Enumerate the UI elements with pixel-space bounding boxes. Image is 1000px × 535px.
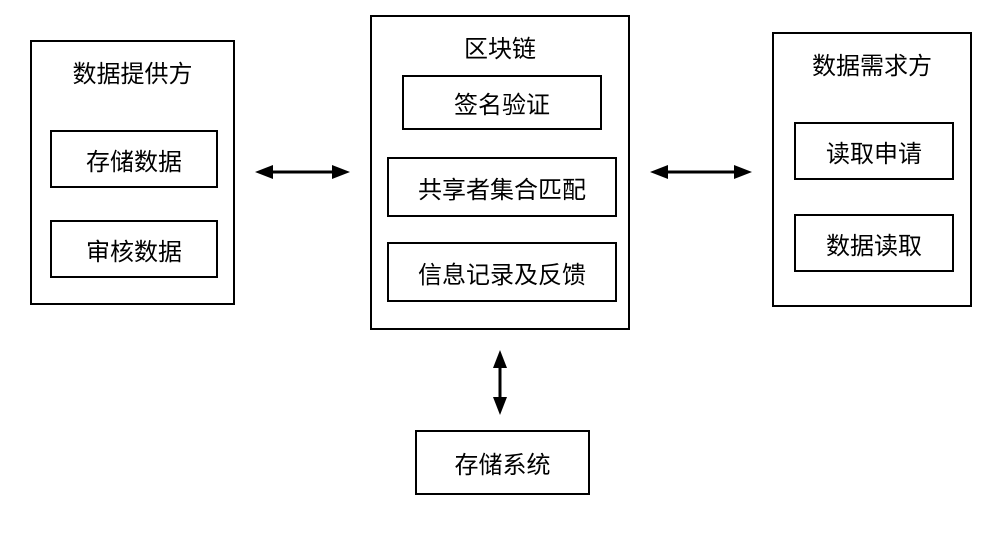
diagram-canvas: 数据提供方 存储数据 审核数据 区块链 签名验证 共享者集合匹配 信息记录及反馈… — [0, 0, 1000, 535]
label-data-read: 数据读取 — [826, 226, 922, 261]
box-signature-verify: 签名验证 — [402, 75, 602, 130]
box-data-read: 数据读取 — [794, 214, 954, 272]
panel-title-provider: 数据提供方 — [32, 54, 233, 89]
panel-data-provider: 数据提供方 存储数据 审核数据 — [30, 40, 235, 305]
label-read-request: 读取申请 — [826, 134, 922, 169]
box-storage-system: 存储系统 — [415, 430, 590, 495]
panel-data-consumer: 数据需求方 读取申请 数据读取 — [772, 32, 972, 307]
box-read-request: 读取申请 — [794, 122, 954, 180]
panel-title-blockchain: 区块链 — [372, 29, 628, 64]
label-storage-system: 存储系统 — [455, 445, 551, 480]
box-record-feedback: 信息记录及反馈 — [387, 242, 617, 302]
label-record-feedback: 信息记录及反馈 — [418, 255, 586, 290]
panel-blockchain: 区块链 签名验证 共享者集合匹配 信息记录及反馈 — [370, 15, 630, 330]
box-store-data: 存储数据 — [50, 130, 218, 188]
label-audit-data: 审核数据 — [86, 232, 182, 267]
label-store-data: 存储数据 — [86, 142, 182, 177]
box-audit-data: 审核数据 — [50, 220, 218, 278]
label-sharer-match: 共享者集合匹配 — [418, 170, 586, 205]
box-sharer-match: 共享者集合匹配 — [387, 157, 617, 217]
panel-title-consumer: 数据需求方 — [774, 46, 970, 81]
label-signature-verify: 签名验证 — [454, 85, 550, 120]
